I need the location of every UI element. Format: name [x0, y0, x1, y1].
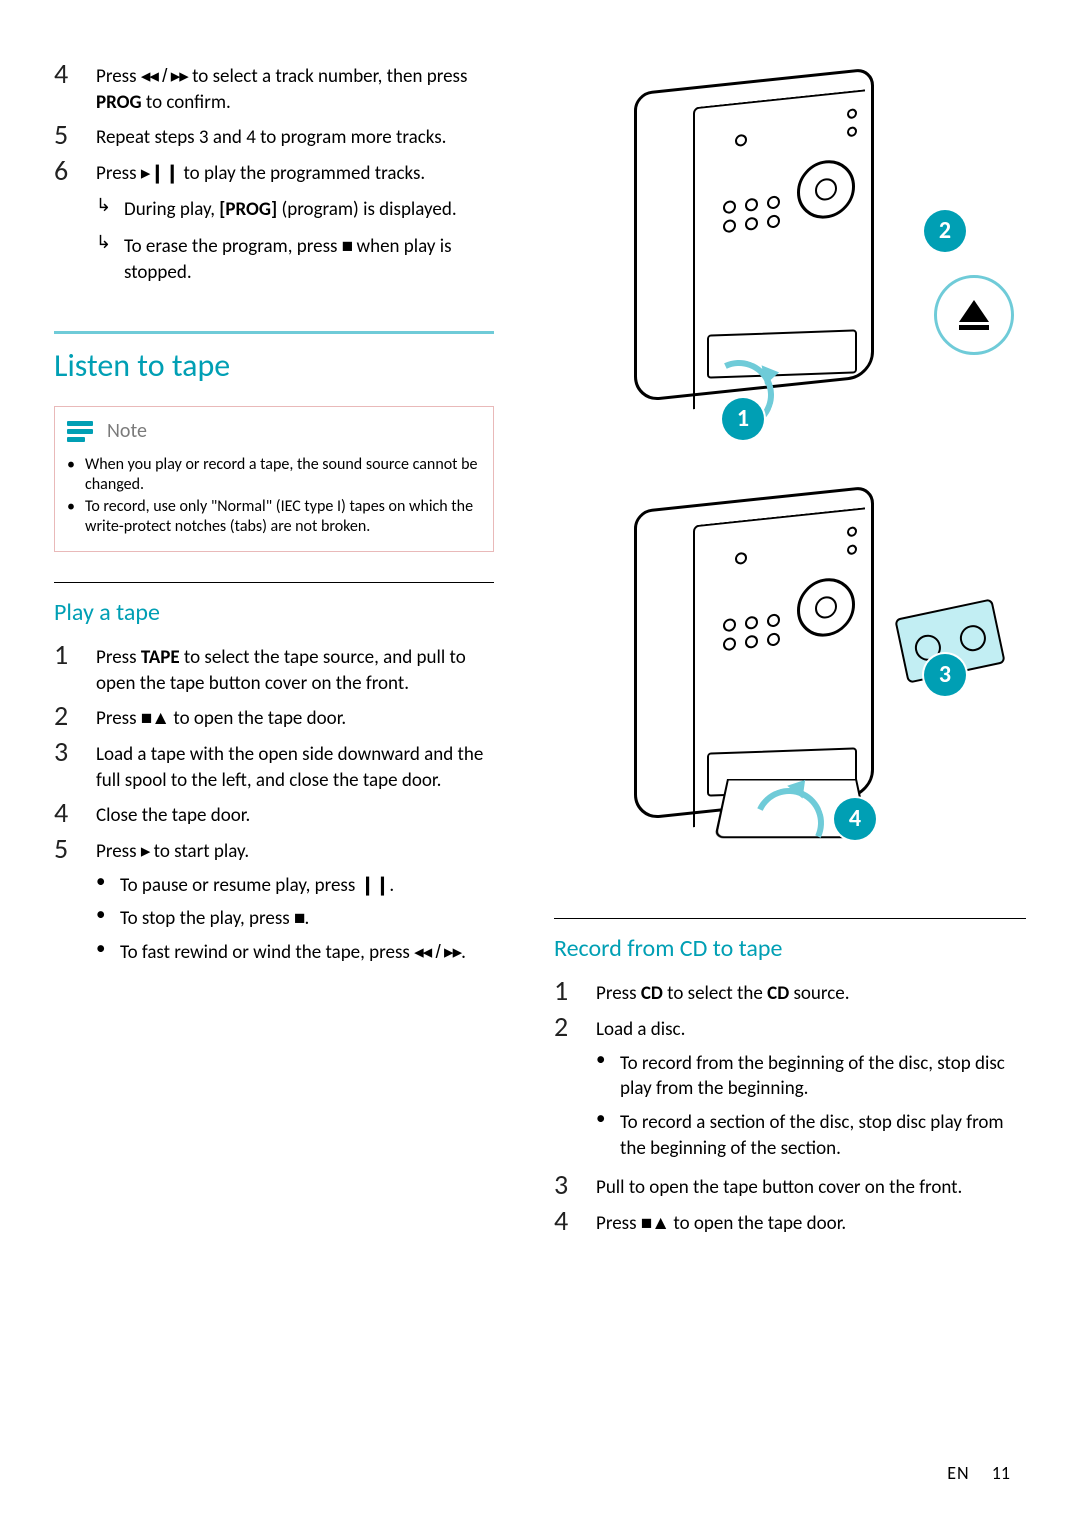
- step-body: Repeat steps 3 and 4 to program more tra…: [96, 121, 494, 151]
- section-heading-listen: Listen to tape: [54, 344, 494, 387]
- note-item: •When you play or record a tape, the sou…: [67, 455, 481, 495]
- footer-lang: EN: [947, 1462, 969, 1484]
- badge-1: 1: [722, 398, 764, 440]
- step-number: 5: [54, 121, 96, 151]
- note-item: •To record, use only "Normal" (IEC type …: [67, 497, 481, 537]
- step-4: 4 Press ■▲ to open the tape door.: [554, 1207, 1026, 1237]
- page-footer: EN 11: [947, 1461, 1010, 1485]
- subsection-heading-record: Record from CD to tape: [554, 933, 1026, 965]
- sub-arrow: ↳To erase the program, press ■ when play…: [96, 230, 494, 285]
- step-6: 6 Press ▸❙❙ to play the programmed track…: [54, 157, 494, 294]
- intro-steps: 4 Press ◂◂ / ▸▸ to select a track number…: [54, 60, 494, 293]
- step-5: 5 Repeat steps 3 and 4 to program more t…: [54, 121, 494, 151]
- play-tape-steps: 1 Press TAPE to select the tape source, …: [54, 641, 494, 969]
- left-column: 4 Press ◂◂ / ▸▸ to select a track number…: [54, 60, 494, 1487]
- note-icon: [67, 417, 97, 447]
- subsection-divider: [54, 582, 494, 583]
- record-steps: 1 Press CD to select the CD source. 2 Lo…: [554, 977, 1026, 1236]
- diagram-open-tape: 1 2: [554, 60, 1026, 460]
- right-column: 1 2 3 4 Record from CD to tape 1: [554, 60, 1026, 1487]
- step-1: 1 Press TAPE to select the tape source, …: [54, 641, 494, 696]
- bullet: •To fast rewind or wind the tape, press …: [96, 936, 494, 966]
- step-3: 3 Load a tape with the open side downwar…: [54, 738, 494, 793]
- step-5: 5 Press ▸ to start play. •To pause or re…: [54, 835, 494, 970]
- sub-arrow: ↳During play, [PROG] (program) is displa…: [96, 193, 494, 223]
- diagram-insert-tape: 3 4: [554, 478, 1026, 888]
- bullet: •To stop the play, press ■.: [96, 902, 494, 932]
- step-1: 1 Press CD to select the CD source.: [554, 977, 1026, 1007]
- step-body: Press ▸❙❙ to play the programmed tracks.…: [96, 157, 494, 294]
- badge-4: 4: [834, 798, 876, 840]
- step-number: 6: [54, 157, 96, 294]
- step-4: 4 Close the tape door.: [54, 799, 494, 829]
- note-box: Note •When you play or record a tape, th…: [54, 406, 494, 552]
- arrow-icon: ↳: [96, 230, 124, 285]
- subsection-divider: [554, 918, 1026, 919]
- bullet: •To record from the beginning of the dis…: [596, 1047, 1026, 1102]
- badge-2: 2: [924, 210, 966, 252]
- bullet: •To record a section of the disc, stop d…: [596, 1106, 1026, 1161]
- badge-3: 3: [924, 654, 966, 696]
- step-2: 2 Load a disc. •To record from the begin…: [554, 1013, 1026, 1165]
- section-divider: [54, 331, 494, 334]
- footer-page: 11: [992, 1462, 1010, 1484]
- step-4: 4 Press ◂◂ / ▸▸ to select a track number…: [54, 60, 494, 115]
- bullet: •To pause or resume play, press ❙❙.: [96, 869, 494, 899]
- step-2: 2 Press ■▲ to open the tape door.: [54, 702, 494, 732]
- eject-icon: [934, 275, 1014, 355]
- step-number: 4: [54, 60, 96, 115]
- note-title: Note: [107, 418, 147, 445]
- step-body: Press ◂◂ / ▸▸ to select a track number, …: [96, 60, 494, 115]
- arrow-icon: ↳: [96, 193, 124, 223]
- subsection-heading-play: Play a tape: [54, 597, 494, 629]
- step-3: 3 Pull to open the tape button cover on …: [554, 1171, 1026, 1201]
